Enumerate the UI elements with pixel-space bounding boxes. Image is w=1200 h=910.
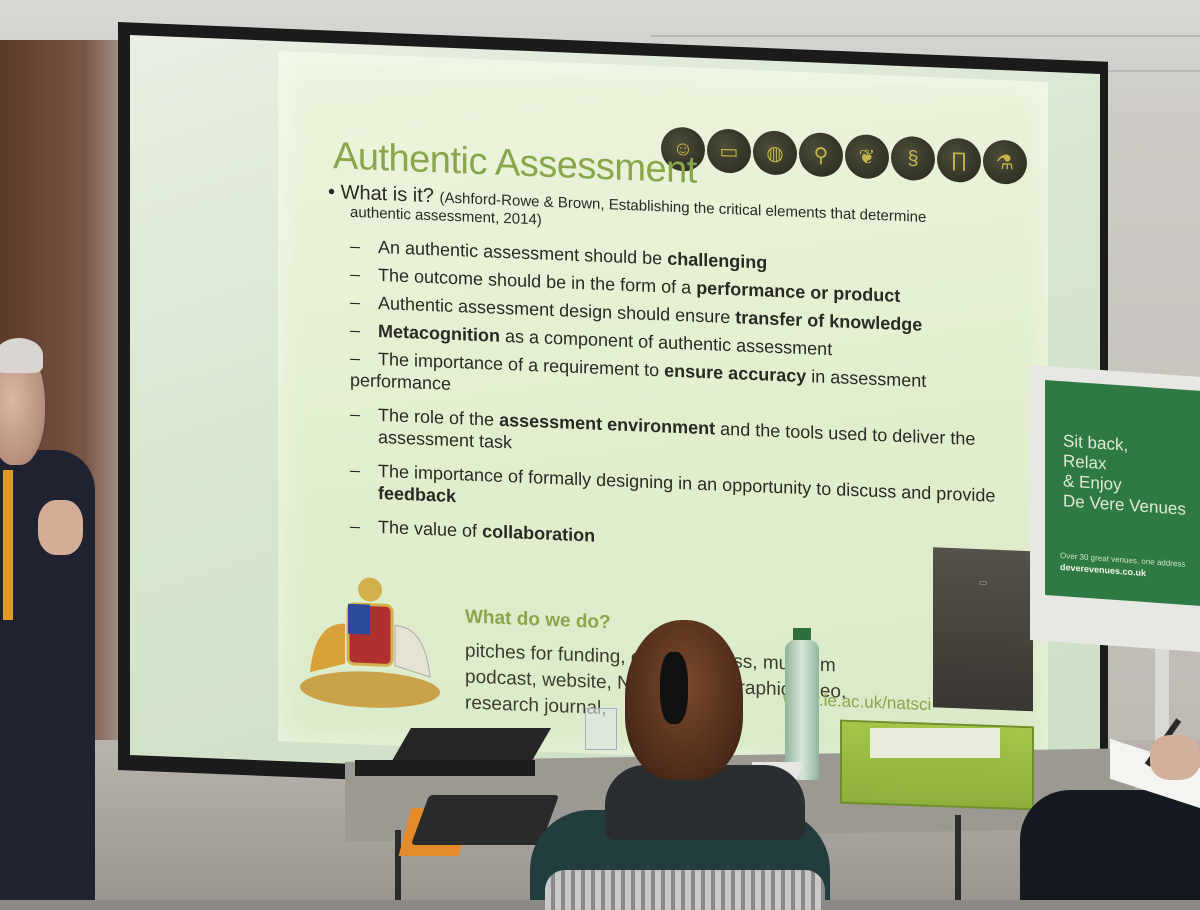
dna-icon: § (891, 135, 935, 182)
lanyard (3, 470, 13, 620)
table-leg (955, 815, 961, 900)
sub-bullet: – The value of collaboration (350, 515, 596, 546)
presenter-hair (0, 338, 43, 373)
what-we-do-heading: What do we do? (465, 606, 611, 634)
note-taker-hand (1150, 735, 1200, 780)
topic-icon-row: ☺ ▭ ◍ ⚲ ❦ § ∏ ⚗ (661, 126, 1027, 186)
chair-back (545, 870, 825, 910)
presentation-slide: ☺ ▭ ◍ ⚲ ❦ § ∏ ⚗ Authentic Assessment • W… (278, 50, 1048, 772)
leaf-icon: ❦ (845, 133, 889, 180)
laptop-base (355, 760, 535, 776)
drinking-glass (585, 708, 617, 750)
microscope-icon: ⚲ (799, 131, 843, 178)
flipchart-advert: Sit back, Relax & Enjoy De Vere Venues O… (1045, 380, 1200, 607)
book-cover-text: ▭ (978, 577, 988, 588)
presenter-hand (38, 500, 83, 555)
computer-icon: ▭ (707, 128, 751, 174)
sub-bullet-continuation: performance (350, 369, 452, 394)
table-leg (395, 830, 401, 900)
sub-bullet-continuation: assessment task (378, 426, 513, 453)
sub-bullet-continuation: feedback (378, 482, 457, 507)
temple-icon: ∏ (937, 137, 981, 184)
ceiling-tile-line (650, 35, 1200, 37)
advert-line: De Vere Venues (1063, 491, 1186, 519)
green-box-inside (870, 728, 1000, 758)
note-taker-arm (1020, 790, 1200, 900)
flask-icon: ⚗ (983, 139, 1027, 186)
tablet (410, 795, 560, 845)
hair-clip (660, 652, 688, 724)
book-cover-image: ▭ (933, 547, 1033, 712)
planet-icon: ◍ (753, 130, 797, 176)
royal-coat-of-arms-icon (300, 577, 440, 708)
projection-screen: ☺ ▭ ◍ ⚲ ❦ § ∏ ⚗ Authentic Assessment • W… (130, 35, 1100, 794)
water-bottle (785, 640, 819, 780)
